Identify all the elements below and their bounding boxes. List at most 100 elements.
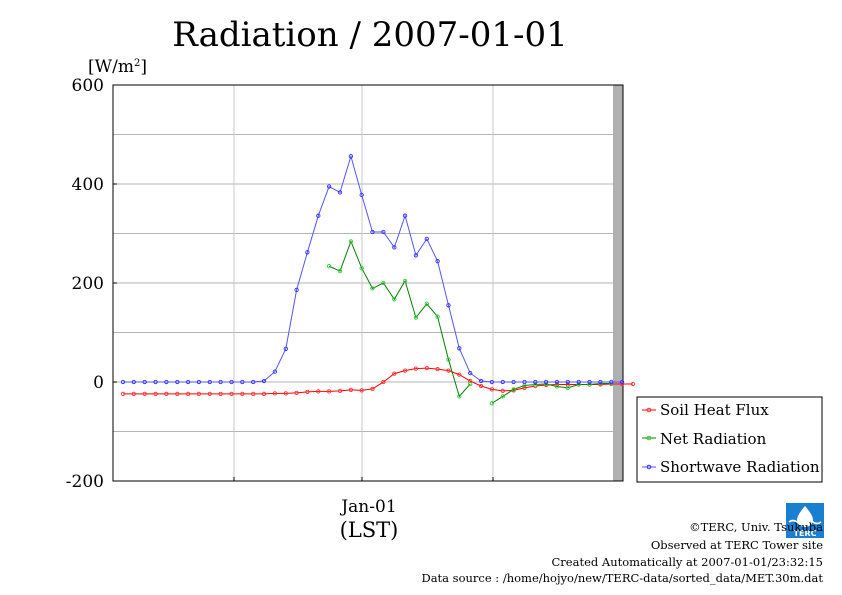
data-point-shortwave-radiation: [533, 379, 538, 385]
data-point-soil-heat-flux: [196, 391, 202, 397]
data-point-soil-heat-flux: [240, 391, 245, 397]
y-tick-label: -200: [66, 472, 104, 492]
data-point-shortwave-radiation: [175, 379, 180, 385]
data-point-soil-heat-flux: [500, 388, 505, 394]
terc-logo: TERC: [786, 503, 824, 538]
data-point-shortwave-radiation: [468, 370, 473, 376]
grid-lines: [113, 85, 623, 481]
data-point-shortwave-radiation: [272, 369, 278, 374]
data-point-soil-heat-flux: [305, 389, 310, 395]
data-point-shortwave-radiation: [142, 379, 147, 385]
data-point-shortwave-radiation: [229, 379, 234, 385]
data-point-soil-heat-flux: [370, 386, 375, 392]
data-point-shortwave-radiation: [196, 379, 202, 385]
y-tick-label: 600: [72, 76, 104, 96]
footer: ©TERC, Univ. Tsukuba Observed at TERC To…: [421, 520, 823, 585]
terc-logo-text: TERC: [794, 529, 817, 538]
data-point-shortwave-radiation: [457, 346, 462, 351]
data-point-shortwave-radiation: [131, 379, 136, 385]
data-point-shortwave-radiation: [511, 379, 516, 385]
series-soil-heat-flux: [120, 365, 636, 397]
data-point-shortwave-radiation: [446, 303, 451, 308]
data-point-net-radiation: [424, 301, 429, 306]
data-point-soil-heat-flux: [424, 365, 429, 371]
data-point-net-radiation: [381, 280, 386, 286]
legend-marker-net-radiation: [646, 435, 652, 441]
data-point-shortwave-radiation: [598, 379, 603, 385]
data-point-net-radiation: [533, 382, 538, 387]
data-point-soil-heat-flux: [522, 385, 527, 391]
legend-label-net-radiation: Net Radiation: [660, 430, 767, 448]
data-point-shortwave-radiation: [522, 379, 527, 385]
legend-item-shortwave-radiation: Shortwave Radiation: [642, 458, 820, 476]
wave-icon: [788, 519, 822, 525]
data-point-shortwave-radiation: [392, 245, 397, 250]
data-point-soil-heat-flux: [392, 371, 397, 376]
data-point-shortwave-radiation: [326, 184, 332, 189]
data-point-net-radiation: [413, 315, 419, 320]
data-point-soil-heat-flux: [131, 391, 136, 397]
series-layer: [120, 154, 636, 406]
data-point-soil-heat-flux: [185, 391, 191, 397]
data-point-net-radiation: [468, 381, 473, 387]
data-point-soil-heat-flux: [402, 368, 408, 373]
data-point-soil-heat-flux: [283, 391, 288, 396]
data-point-soil-heat-flux: [348, 387, 354, 393]
data-point-shortwave-radiation: [251, 379, 256, 385]
data-point-net-radiation: [511, 387, 516, 392]
data-point-shortwave-radiation: [294, 287, 299, 293]
series-line-shortwave-radiation: [123, 154, 623, 383]
data-point-shortwave-radiation: [489, 379, 495, 385]
data-point-soil-heat-flux: [359, 388, 364, 393]
data-point-net-radiation: [392, 297, 397, 302]
data-point-net-radiation: [587, 382, 592, 387]
data-point-shortwave-radiation: [609, 379, 614, 385]
data-point-shortwave-radiation: [348, 154, 354, 159]
data-point-soil-heat-flux: [326, 389, 332, 394]
footer-observed: Observed at TERC Tower site: [651, 538, 823, 552]
chart-title: Radiation / 2007-01-01: [172, 15, 568, 55]
data-point-shortwave-radiation: [543, 379, 549, 385]
data-point-shortwave-radiation: [478, 378, 484, 384]
data-point-shortwave-radiation: [402, 213, 408, 218]
data-point-net-radiation: [402, 278, 408, 284]
data-point-shortwave-radiation: [218, 379, 223, 385]
data-point-soil-heat-flux: [435, 366, 440, 372]
data-point-shortwave-radiation: [185, 379, 191, 385]
no-data-shade: [613, 85, 623, 481]
data-point-net-radiation: [489, 401, 495, 406]
legend-item-soil-heat-flux: Soil Heat Flux: [642, 401, 769, 419]
data-point-soil-heat-flux: [413, 366, 419, 371]
y-tick-label: 200: [72, 274, 104, 294]
legend-box: [636, 396, 823, 483]
data-point-shortwave-radiation: [619, 379, 625, 385]
footer-copyright: ©TERC, Univ. Tsukuba: [689, 520, 823, 534]
data-point-shortwave-radiation: [370, 229, 375, 235]
data-point-shortwave-radiation: [587, 379, 592, 385]
data-point-net-radiation: [337, 268, 343, 274]
data-point-soil-heat-flux: [251, 391, 256, 397]
data-point-shortwave-radiation: [153, 379, 158, 385]
y-tick-label: 0: [93, 373, 104, 393]
data-point-net-radiation: [326, 264, 332, 269]
series-shortwave-radiation: [120, 154, 625, 385]
data-point-shortwave-radiation: [316, 213, 321, 218]
legend-label-shortwave-radiation: Shortwave Radiation: [660, 458, 820, 476]
data-point-shortwave-radiation: [359, 192, 364, 198]
data-point-shortwave-radiation: [283, 346, 288, 351]
data-point-soil-heat-flux: [175, 391, 180, 397]
data-point-soil-heat-flux: [316, 389, 321, 394]
data-point-net-radiation: [348, 239, 354, 244]
footer-source: Data source : /home/hojyo/new/TERC-data/…: [421, 571, 823, 585]
data-point-soil-heat-flux: [478, 383, 484, 389]
data-point-soil-heat-flux: [457, 372, 462, 377]
data-point-shortwave-radiation: [381, 229, 386, 235]
legend: Soil Heat Flux Net Radiation Shortwave R…: [636, 396, 823, 483]
y-axis-unit-label: [W/m2]: [88, 57, 147, 77]
data-point-soil-heat-flux: [294, 390, 299, 396]
data-point-shortwave-radiation: [261, 378, 267, 384]
data-point-soil-heat-flux: [630, 381, 636, 387]
x-axis-label: (LST): [340, 518, 399, 542]
data-point-soil-heat-flux: [337, 388, 343, 394]
